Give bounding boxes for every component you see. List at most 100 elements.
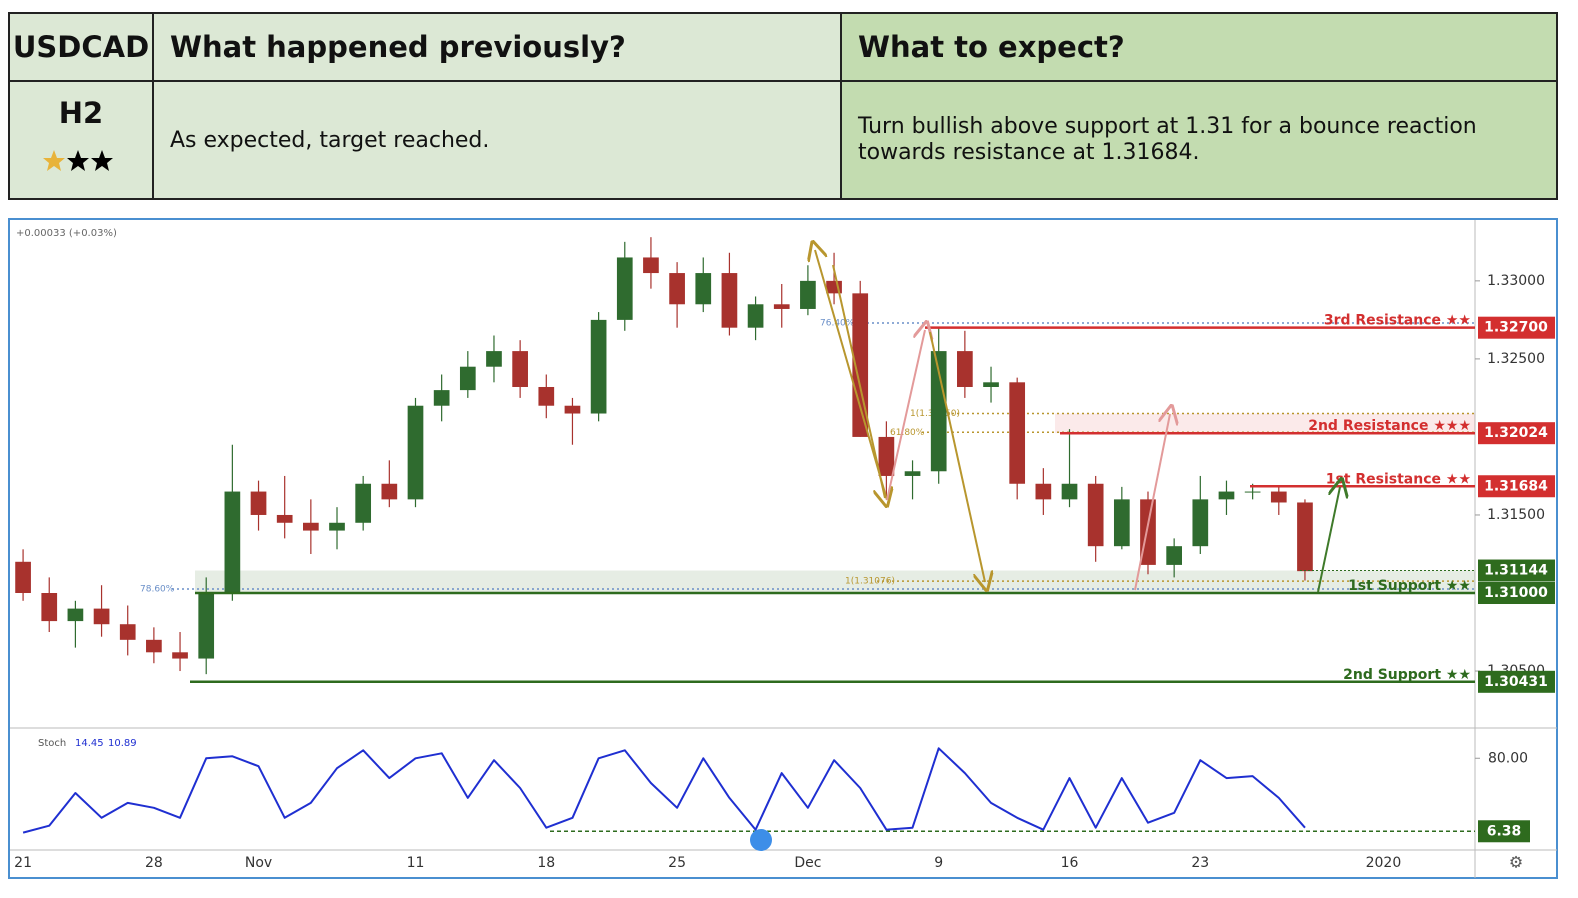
candle-body [1087,483,1104,547]
candle-body [93,608,110,625]
star [43,150,65,171]
candle-body [276,514,293,523]
candle-body [15,561,31,594]
price-tag [1478,316,1555,339]
subtitle: +0.00033 (+0.03%) [16,228,117,239]
candle-body [1218,491,1235,500]
candle-body [433,390,450,406]
candle-body [303,522,319,531]
price-tag-label: 1.30431 [1484,674,1548,690]
candle-body [538,386,555,406]
arrow [886,330,925,501]
candle-body [904,471,921,476]
price-tag-label: 1.31684 [1484,478,1548,494]
settings-icon[interactable]: ⚙ [1509,853,1523,872]
candle-body [1035,483,1052,500]
candle-body [198,593,215,659]
price-tag [1478,559,1555,582]
price-tag-label: 6.38 [1487,823,1522,839]
candle-body [381,483,398,500]
candle-body [1244,491,1261,493]
x-tick-label: 25 [668,855,686,871]
legend-reading: 10.89 [108,738,137,749]
level-name: 2nd Support ★★ [1343,667,1471,683]
candle-body [250,491,267,515]
arrow [1317,487,1340,593]
candle-body [800,280,816,309]
legend-name: Stoch [38,738,66,749]
arrow [929,331,985,582]
x-tick-label: 2020 [1366,855,1402,871]
symbol: USDCAD [8,12,154,82]
candle-body [1113,499,1130,547]
price-tag-label: 1.31144 [1484,563,1548,579]
price-tag [1478,670,1555,693]
candle-body [983,382,999,387]
candle-body [67,608,84,622]
candle-body [643,257,659,274]
candle-body [172,652,188,659]
fib-label: 1(1.31076) [845,577,895,587]
support-zone [195,570,1475,594]
y-tick-label: 1.32500 [1487,351,1545,367]
y-tick-label: 80.00 [1488,750,1528,766]
y-tick-label: 1.33000 [1487,273,1545,289]
arrow [832,264,885,498]
previous-heading: What happened previously? [152,12,842,82]
candle-body [669,273,685,305]
candle-body [1009,382,1026,484]
candle-body [695,273,712,305]
price-tag-label: 1.31000 [1484,585,1548,601]
price-tag-label: 1.32700 [1484,320,1548,336]
candle-body [329,522,345,531]
header-table: USDCAD What happened previously? What to… [8,12,1558,200]
star [67,150,89,171]
candle-body [224,491,241,594]
candle-body [773,304,790,309]
level-name: 1st Support ★★ [1348,578,1471,594]
arrow [815,250,888,501]
x-tick-label: 28 [145,855,163,871]
candle-body [747,304,764,328]
previous-text: As expected, target reached. [152,80,842,200]
candle-body [1270,491,1287,503]
candle-body [459,366,476,391]
plot-layer: 2128Nov111825Dec9162320201.305001.315001… [14,228,1555,871]
candle-body [1061,483,1078,500]
x-tick-label: 18 [537,855,555,871]
price-tag [1478,422,1555,445]
level-name: 3rd Resistance ★★ [1324,313,1471,329]
candle-body [119,624,136,640]
y-tick-label: 1.31500 [1487,507,1545,523]
candle-body [957,351,973,387]
expect-heading: What to expect? [840,12,1558,82]
x-tick-label: Dec [794,855,821,871]
stoch-line [22,747,1306,834]
rating-stars [43,150,113,171]
price-tag-label: 1.32024 [1484,425,1548,441]
timeframe: H2 [58,96,104,130]
toolbar-button[interactable] [750,829,772,851]
candle-body [41,593,58,622]
candle-body [1297,502,1313,572]
candle-body [1166,546,1182,565]
candle-body [878,436,895,476]
x-tick-label: 23 [1191,855,1209,871]
candle-body [1192,499,1209,547]
star [91,150,113,171]
fib-label: 78.60% [140,584,175,594]
x-tick-label: 21 [14,855,32,871]
fib-label: 76.40% [820,319,855,329]
price-tag [1478,475,1555,498]
candle-body [512,351,528,387]
level-name: 2nd Resistance ★★★ [1308,418,1471,434]
candle-body [564,405,581,414]
x-tick-label: Nov [245,855,272,871]
level-name: 1st Resistance ★★ [1326,471,1471,487]
legend-reading: 14.45 [75,738,104,749]
candle-body [616,257,633,320]
drawings [815,250,1340,592]
candle-body [721,273,738,328]
